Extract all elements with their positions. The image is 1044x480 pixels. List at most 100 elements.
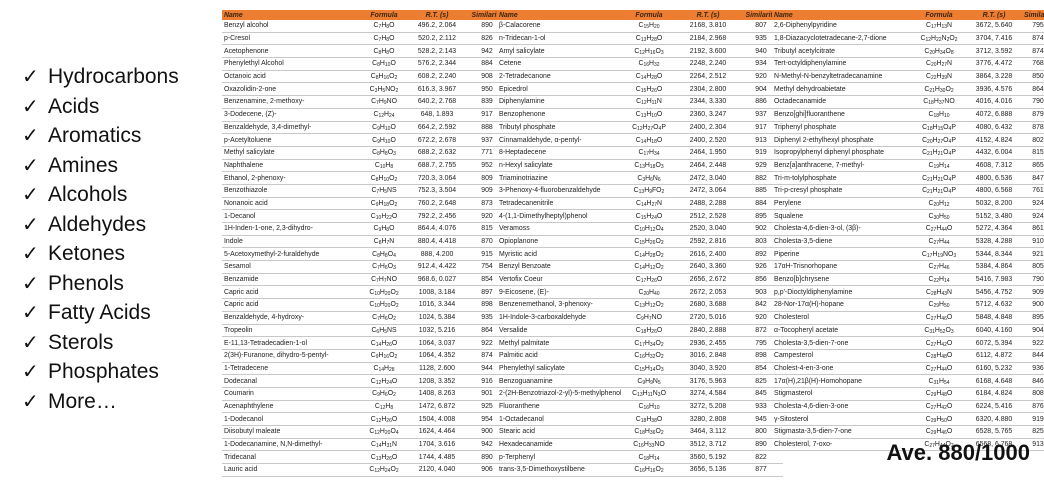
formula: C12H26O [359, 412, 409, 426]
compound-name: Benzothiazole [222, 184, 359, 198]
retention-time: 720.3, 3.064 [409, 171, 465, 185]
retention-time: 4072, 6.888 [966, 108, 1022, 122]
table-row: Cholesta-3,5-diene C27H44 5328, 4.288 910 [772, 235, 1044, 249]
retention-time: 2264, 2.512 [677, 70, 739, 84]
compound-name: Tert-octyldiphenylamine [772, 57, 912, 71]
formula: C27H44O2 [912, 438, 966, 452]
retention-time: 792.2, 2.456 [409, 209, 465, 223]
compound-name: γ-Sitosterol [772, 412, 912, 426]
column-header: Similarity [739, 10, 783, 20]
similarity: 924 [1022, 209, 1044, 223]
formula: C8H8O3 [359, 146, 409, 160]
retention-time: 3512, 3.712 [677, 438, 739, 452]
retention-time: 2248, 2.240 [677, 57, 739, 71]
retention-time: 2192, 3.600 [677, 44, 739, 59]
formula: C9H6O2 [359, 387, 409, 401]
compound-name: Tridecanal [222, 450, 359, 465]
formula: C27H44 [912, 235, 966, 249]
formula: C17H13N [912, 20, 966, 33]
compound-name: Amyl salicylate [497, 44, 621, 59]
table-row: Tropeolin C6H5NS 1032, 5.216 864 [222, 324, 509, 338]
formula: C15H14O3 [621, 362, 677, 376]
retention-time: 6568, 6.768 [966, 438, 1022, 452]
retention-time: 5712, 4.632 [966, 298, 1022, 312]
compound-name: Octanoic acid [222, 70, 359, 84]
similarity: 895 [1022, 311, 1044, 325]
retention-time: 3176, 5.963 [677, 374, 739, 388]
formula: C10H22O [359, 209, 409, 223]
formula: C12H20O4 [359, 425, 409, 439]
retention-time: 2672, 2.053 [677, 285, 739, 300]
table-row: 1-Decanol C10H22O 792.2, 2.456 920 [222, 209, 509, 223]
formula: C12H8 [359, 400, 409, 414]
compound-name: 2(3H)-Furanone, dihydro-5-pentyl- [222, 349, 359, 363]
table-row: γ-Sitosterol C29H50O 6320, 4.880 919 [772, 412, 1044, 426]
formula: C30H50 [912, 209, 966, 223]
similarity: 815 [1022, 146, 1044, 160]
compound-name: 1H-Indole-3-carboxaldehyde [497, 311, 621, 325]
similarity: 878 [1022, 121, 1044, 135]
list-item: Amines [22, 151, 179, 181]
table-row: Octanoic acid C8H16O2 608.2, 2.240 908 [222, 70, 509, 84]
compound-name: 1-Dodecanol [222, 412, 359, 426]
compound-name: Cholest-4-en-3-one [772, 362, 912, 376]
formula: C6H5NS [359, 324, 409, 338]
retention-time: 1008, 3.184 [409, 285, 465, 300]
retention-time: 1624, 4.464 [409, 425, 465, 439]
compound-name: Tetradecanenitrile [497, 197, 621, 211]
list-item: Aldehydes [22, 210, 179, 240]
formula: C18H15O4P [912, 121, 966, 135]
compound-name: Cholesta-3,5-diene [772, 235, 912, 249]
table-row: 2-Tetradecanone C14H28O 2264, 2.512 920 [497, 70, 783, 84]
table-row: Benzophenone C13H10O 2360, 3.247 937 [497, 108, 783, 122]
compound-name: Nonanoic acid [222, 197, 359, 211]
compound-name: p-Terphenyl [497, 450, 621, 465]
formula: C8H10O2 [359, 171, 409, 185]
table-row: Stearic acid C18H36O2 3464, 3.112 800 [497, 425, 783, 439]
formula: C10H12O4 [621, 222, 677, 236]
formula: C21H21O4P [912, 184, 966, 198]
column-header: Name [222, 10, 359, 20]
formula: C27H42O [912, 336, 966, 350]
compound-name: Indole [222, 235, 359, 249]
compound-name: Benzaldehyde, 3,4-dimethyl- [222, 121, 359, 135]
retention-time: 5328, 4.288 [966, 235, 1022, 249]
compound-name: 1-Tetradecene [222, 362, 359, 376]
retention-time: 3672, 5.640 [966, 20, 1022, 33]
table-row: Nonanoic acid C9H18O2 760.2, 2.648 873 [222, 197, 509, 211]
compound-name: Opioplanone [497, 235, 621, 249]
formula: C27H44O [912, 362, 966, 376]
compound-name: Fluoranthene [497, 400, 621, 414]
retention-time: 2936, 2.455 [677, 336, 739, 350]
list-item: Aromatics [22, 121, 179, 151]
formula: C10H20O2 [359, 285, 409, 300]
compound-name: 1H-Inden-1-one, 2,3-dihydro- [222, 222, 359, 236]
table-row: 17αH-Trisnorhopane C27H46 5384, 4.864 805 [772, 260, 1044, 274]
retention-time: 1472, 6.872 [409, 400, 465, 414]
formula: C19H14 [912, 159, 966, 173]
formula: C8H16O2 [359, 70, 409, 84]
retention-time: 5032, 8.200 [966, 197, 1022, 211]
table-row: p-Cresol C7H8O 520.2, 2.112 826 [222, 32, 509, 46]
table-row: Stigmasta-3,5-dien-7-one C29H46O 6528, 5.7… [772, 425, 1044, 439]
table-row: Tributyl phosphate C12H27O4P 2400, 2.304 91… [497, 121, 783, 135]
similarity: 825 [1022, 425, 1044, 439]
compound-name: Oxazolidin-2-one [222, 82, 359, 97]
formula: C9H16O2 [359, 349, 409, 363]
table-row: Octadecanamide C18H37NO 4016, 4.016 790 [772, 95, 1044, 109]
formula: C17H34O2 [621, 336, 677, 350]
table-row: Cholesta-3,5-dien-7-one C27H42O 6072, 5.39… [772, 336, 1044, 350]
similarity: 768 [1022, 57, 1044, 71]
table-row: Phenylethyl Alcohol C8H10O 576.2, 2.344 884 [222, 57, 509, 71]
formula: C28H43N [912, 285, 966, 300]
table-row: Dodecanal C12H24O 1208, 3.352 916 [222, 374, 509, 388]
compound-name: Stigmasta-3,5-dien-7-one [772, 425, 912, 439]
compound-name: Benzaldehyde, 4-hydroxy- [222, 311, 359, 325]
table-row: Tri-m-tolylphosphate C21H21O4P 4800, 6.536… [772, 171, 1044, 185]
compound-name: Palmitic acid [497, 349, 621, 363]
retention-time: 3656, 5.136 [677, 463, 739, 477]
formula: C20H40 [621, 285, 677, 300]
compound-name: Diisobutyl maleate [222, 425, 359, 439]
formula: C15H20 [621, 20, 677, 33]
table-row: Tributyl acetylcitrate C20H34O8 3712, 3.59… [772, 44, 1044, 59]
